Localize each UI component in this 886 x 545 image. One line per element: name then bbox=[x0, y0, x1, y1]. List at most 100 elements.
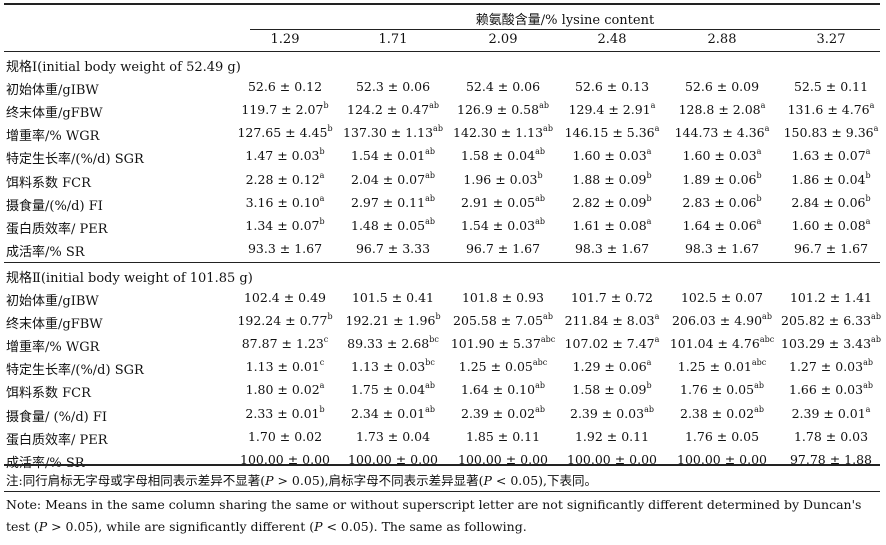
table-cell: 103.29 ± 3.43ab bbox=[766, 336, 886, 352]
cell-value: 119.7 ± 2.07 bbox=[241, 102, 324, 118]
table-cell: 1.13 ± 0.01c bbox=[220, 358, 350, 375]
significance-superscript: a bbox=[654, 124, 660, 134]
table-cell: 1.47 ± 0.03b bbox=[220, 147, 350, 164]
significance-superscript: b bbox=[646, 193, 652, 203]
table-cell: 1.86 ± 0.04b bbox=[766, 171, 886, 187]
cell-value: 1.58 ± 0.09 bbox=[572, 382, 647, 398]
table-cell: 1.80 ± 0.02a bbox=[220, 382, 350, 398]
table-cell: 1.29 ± 0.06a bbox=[547, 359, 677, 375]
table-cell: 1.76 ± 0.05 bbox=[657, 429, 787, 444]
significance-superscript: ab bbox=[539, 101, 549, 111]
cell-value: 2.39 ± 0.03 bbox=[570, 405, 645, 421]
table-cell: 131.6 ± 4.76a bbox=[766, 102, 886, 118]
significance-superscript: b bbox=[327, 312, 333, 322]
table-cell: 101.04 ± 4.76abc bbox=[657, 335, 787, 352]
significance-superscript: b bbox=[327, 124, 333, 134]
significance-superscript: a bbox=[654, 312, 660, 322]
significance-superscript: b bbox=[756, 170, 762, 180]
cell-value: 101.2 ± 1.41 bbox=[789, 290, 873, 305]
table-cell: 1.78 ± 0.03 bbox=[766, 429, 886, 444]
table-cell: 52.6 ± 0.13 bbox=[547, 79, 677, 94]
lysine-content-header: 赖氨酸含量/% lysine content bbox=[475, 13, 655, 28]
table-row: 增重率/% WGR 87.87 ± 1.23c 89.33 ± 2.68bc 101.… bbox=[0, 333, 886, 356]
table-cell: 107.02 ± 7.47a bbox=[547, 335, 677, 352]
table-cell: 97.78 ± 1.88 bbox=[766, 452, 886, 467]
row-label: 饵料系数 FCR bbox=[6, 386, 91, 402]
table-cell: 1.70 ± 0.02 bbox=[220, 429, 350, 444]
cell-value: 100.00 ± 0.00 bbox=[348, 451, 438, 467]
cell-value: 101.7 ± 0.72 bbox=[570, 290, 654, 305]
table-row: 饵料系数 FCR 2.28 ± 0.12a 2.04 ± 0.07ab 1.96 ± … bbox=[0, 169, 886, 192]
table-cell: 1.34 ± 0.07b bbox=[220, 217, 350, 233]
significance-superscript: abc bbox=[759, 335, 775, 345]
table-row: 成活率/% SR 93.3 ± 1.67 96.7 ± 3.33 96.7 ± 1.6… bbox=[0, 238, 886, 261]
significance-superscript: ab bbox=[543, 124, 553, 134]
cell-value: 87.87 ± 1.23 bbox=[241, 336, 324, 352]
table-cell: 205.82 ± 6.33ab bbox=[766, 313, 886, 329]
significance-superscript: ab bbox=[762, 312, 772, 322]
significance-superscript: a bbox=[654, 335, 660, 345]
table-cell: 102.5 ± 0.07 bbox=[657, 290, 787, 305]
cell-value: 126.9 ± 0.58 bbox=[457, 102, 540, 118]
table-cell: 146.15 ± 5.36a bbox=[547, 124, 677, 141]
table-cell: 96.7 ± 3.33 bbox=[328, 241, 458, 256]
table-cell: 100.00 ± 0.00 bbox=[328, 452, 458, 467]
row-label: 初始体重/gIBW bbox=[6, 294, 99, 309]
significance-superscript: ab bbox=[433, 124, 443, 134]
table-cell: 1.60 ± 0.03a bbox=[547, 148, 677, 164]
cell-value: 100.00 ± 0.00 bbox=[677, 451, 767, 467]
cell-value: 97.78 ± 1.88 bbox=[789, 451, 873, 467]
row-label: 饵料系数 FCR bbox=[6, 175, 91, 191]
row-label: 摄食量/(%/d) FI bbox=[6, 198, 103, 214]
cell-value: 1.58 ± 0.04 bbox=[461, 148, 536, 164]
cell-value: 3.16 ± 0.10 bbox=[245, 194, 320, 210]
cell-value: 1.47 ± 0.03 bbox=[245, 148, 320, 164]
significance-superscript: b bbox=[865, 193, 871, 203]
significance-superscript: b bbox=[323, 101, 329, 111]
row-label: 特定生长率/(%/d) SGR bbox=[6, 152, 144, 168]
table-cell: 2.97 ± 0.11ab bbox=[328, 193, 458, 210]
table-cell: 1.60 ± 0.03a bbox=[657, 148, 787, 164]
header-underline bbox=[250, 29, 880, 30]
table-cell: 52.3 ± 0.06 bbox=[328, 79, 458, 94]
cell-value: 1.70 ± 0.02 bbox=[247, 428, 323, 444]
table-cell: 150.83 ± 9.36a bbox=[766, 125, 886, 141]
note-divider bbox=[4, 491, 880, 492]
significance-superscript: ab bbox=[425, 170, 435, 180]
table-cell: 1.92 ± 0.11 bbox=[547, 429, 677, 444]
cell-value: 100.00 ± 0.00 bbox=[567, 451, 657, 467]
cell-value: 2.82 ± 0.09 bbox=[572, 194, 647, 210]
significance-superscript: ab bbox=[425, 404, 435, 414]
table-cell: 1.89 ± 0.06b bbox=[657, 170, 787, 187]
significance-superscript: bc bbox=[425, 358, 435, 368]
cell-value: 1.60 ± 0.03 bbox=[572, 148, 647, 164]
significance-superscript: b bbox=[319, 147, 325, 157]
cell-value: 2.28 ± 0.12 bbox=[245, 171, 320, 187]
cell-value: 1.29 ± 0.06 bbox=[572, 359, 647, 375]
table-cell: 2.04 ± 0.07ab bbox=[328, 170, 458, 187]
significance-superscript: c bbox=[323, 335, 329, 345]
cell-value: 150.83 ± 9.36 bbox=[783, 125, 874, 141]
cell-value: 1.92 ± 0.11 bbox=[574, 428, 650, 444]
table-cell: 1.60 ± 0.08a bbox=[766, 217, 886, 233]
table-cell: 100.00 ± 0.00 bbox=[657, 452, 787, 467]
cell-value: 144.73 ± 4.36 bbox=[674, 125, 765, 141]
table-cell: 98.3 ± 1.67 bbox=[657, 241, 787, 256]
significance-superscript: ab bbox=[425, 193, 435, 203]
cell-value: 102.5 ± 0.07 bbox=[680, 290, 764, 305]
significance-superscript: ab bbox=[425, 381, 435, 391]
row-label: 摄食量/ (%/d) FI bbox=[6, 409, 107, 425]
significance-superscript: ab bbox=[535, 216, 545, 226]
cell-value: 96.7 ± 3.33 bbox=[355, 240, 431, 256]
cell-value: 98.3 ± 1.67 bbox=[684, 240, 760, 256]
significance-superscript: c bbox=[319, 358, 325, 368]
column-header: 2.09 bbox=[488, 32, 518, 47]
cell-value: 52.3 ± 0.06 bbox=[355, 79, 431, 95]
cell-value: 2.83 ± 0.06 bbox=[682, 194, 757, 210]
significance-superscript: a bbox=[319, 193, 325, 203]
significance-superscript: ab bbox=[535, 193, 545, 203]
cell-value: 2.04 ± 0.07 bbox=[351, 171, 426, 187]
significance-superscript: b bbox=[435, 312, 441, 322]
cell-value: 52.6 ± 0.12 bbox=[247, 79, 323, 95]
cell-value: 101.04 ± 4.76 bbox=[669, 336, 760, 352]
